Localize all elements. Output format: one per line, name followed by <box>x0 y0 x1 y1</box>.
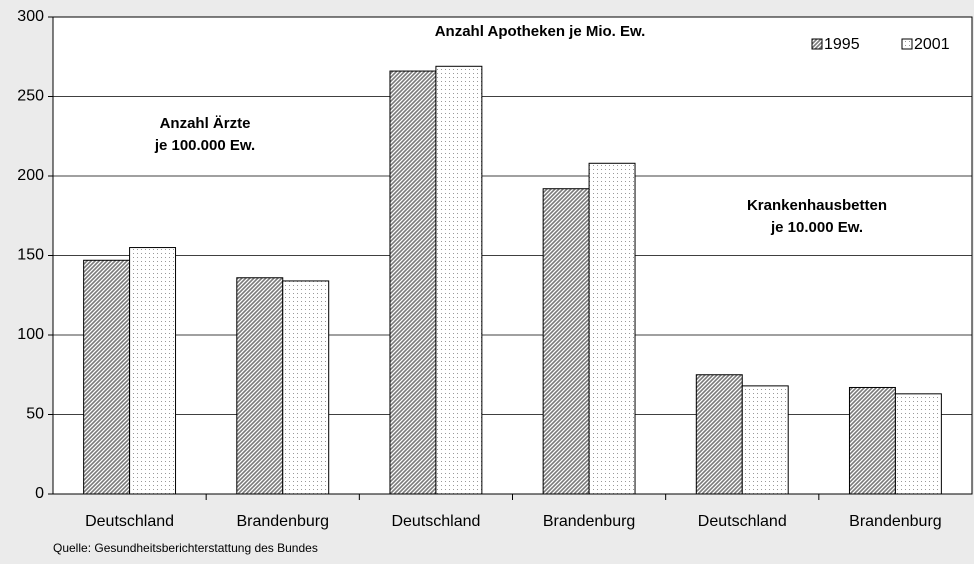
x-tick-label: Deutschland <box>698 513 787 530</box>
bar <box>435 65 483 495</box>
bar <box>588 162 636 495</box>
bar <box>83 259 131 495</box>
y-tick-label: 150 <box>17 247 44 264</box>
bar <box>741 385 789 495</box>
annotation: Krankenhausbetten <box>747 197 887 214</box>
annotation: Anzahl Ärzte <box>160 115 251 132</box>
y-tick-label: 250 <box>17 88 44 105</box>
x-tick-label: Deutschland <box>85 513 174 530</box>
bar <box>389 70 437 495</box>
annotation: je 10.000 Ew. <box>770 219 863 236</box>
bar <box>695 374 743 495</box>
y-tick-label: 200 <box>17 167 44 184</box>
annotation: Anzahl Apotheken je Mio. Ew. <box>435 23 646 40</box>
legend-label: 2001 <box>914 36 950 53</box>
legend-swatch <box>811 38 823 50</box>
plot-border <box>52 16 973 495</box>
bar <box>894 393 942 495</box>
bar <box>848 386 896 495</box>
y-tick-label: 300 <box>17 8 44 25</box>
bar <box>129 247 177 495</box>
legend-label: 1995 <box>824 36 860 53</box>
y-tick-label: 50 <box>26 406 44 423</box>
y-tick-label: 0 <box>35 485 44 502</box>
x-tick-label: Brandenburg <box>236 513 329 530</box>
y-tick-label: 100 <box>17 326 44 343</box>
bar <box>236 277 284 495</box>
legend-swatch <box>901 38 913 50</box>
x-tick-label: Brandenburg <box>543 513 636 530</box>
annotation: je 100.000 Ew. <box>154 137 255 154</box>
source-note: Quelle: Gesundheitsberichterstattung des… <box>53 541 318 555</box>
x-tick-label: Deutschland <box>391 513 480 530</box>
bar <box>542 188 590 495</box>
bar <box>282 280 330 495</box>
x-tick-label: Brandenburg <box>849 513 942 530</box>
